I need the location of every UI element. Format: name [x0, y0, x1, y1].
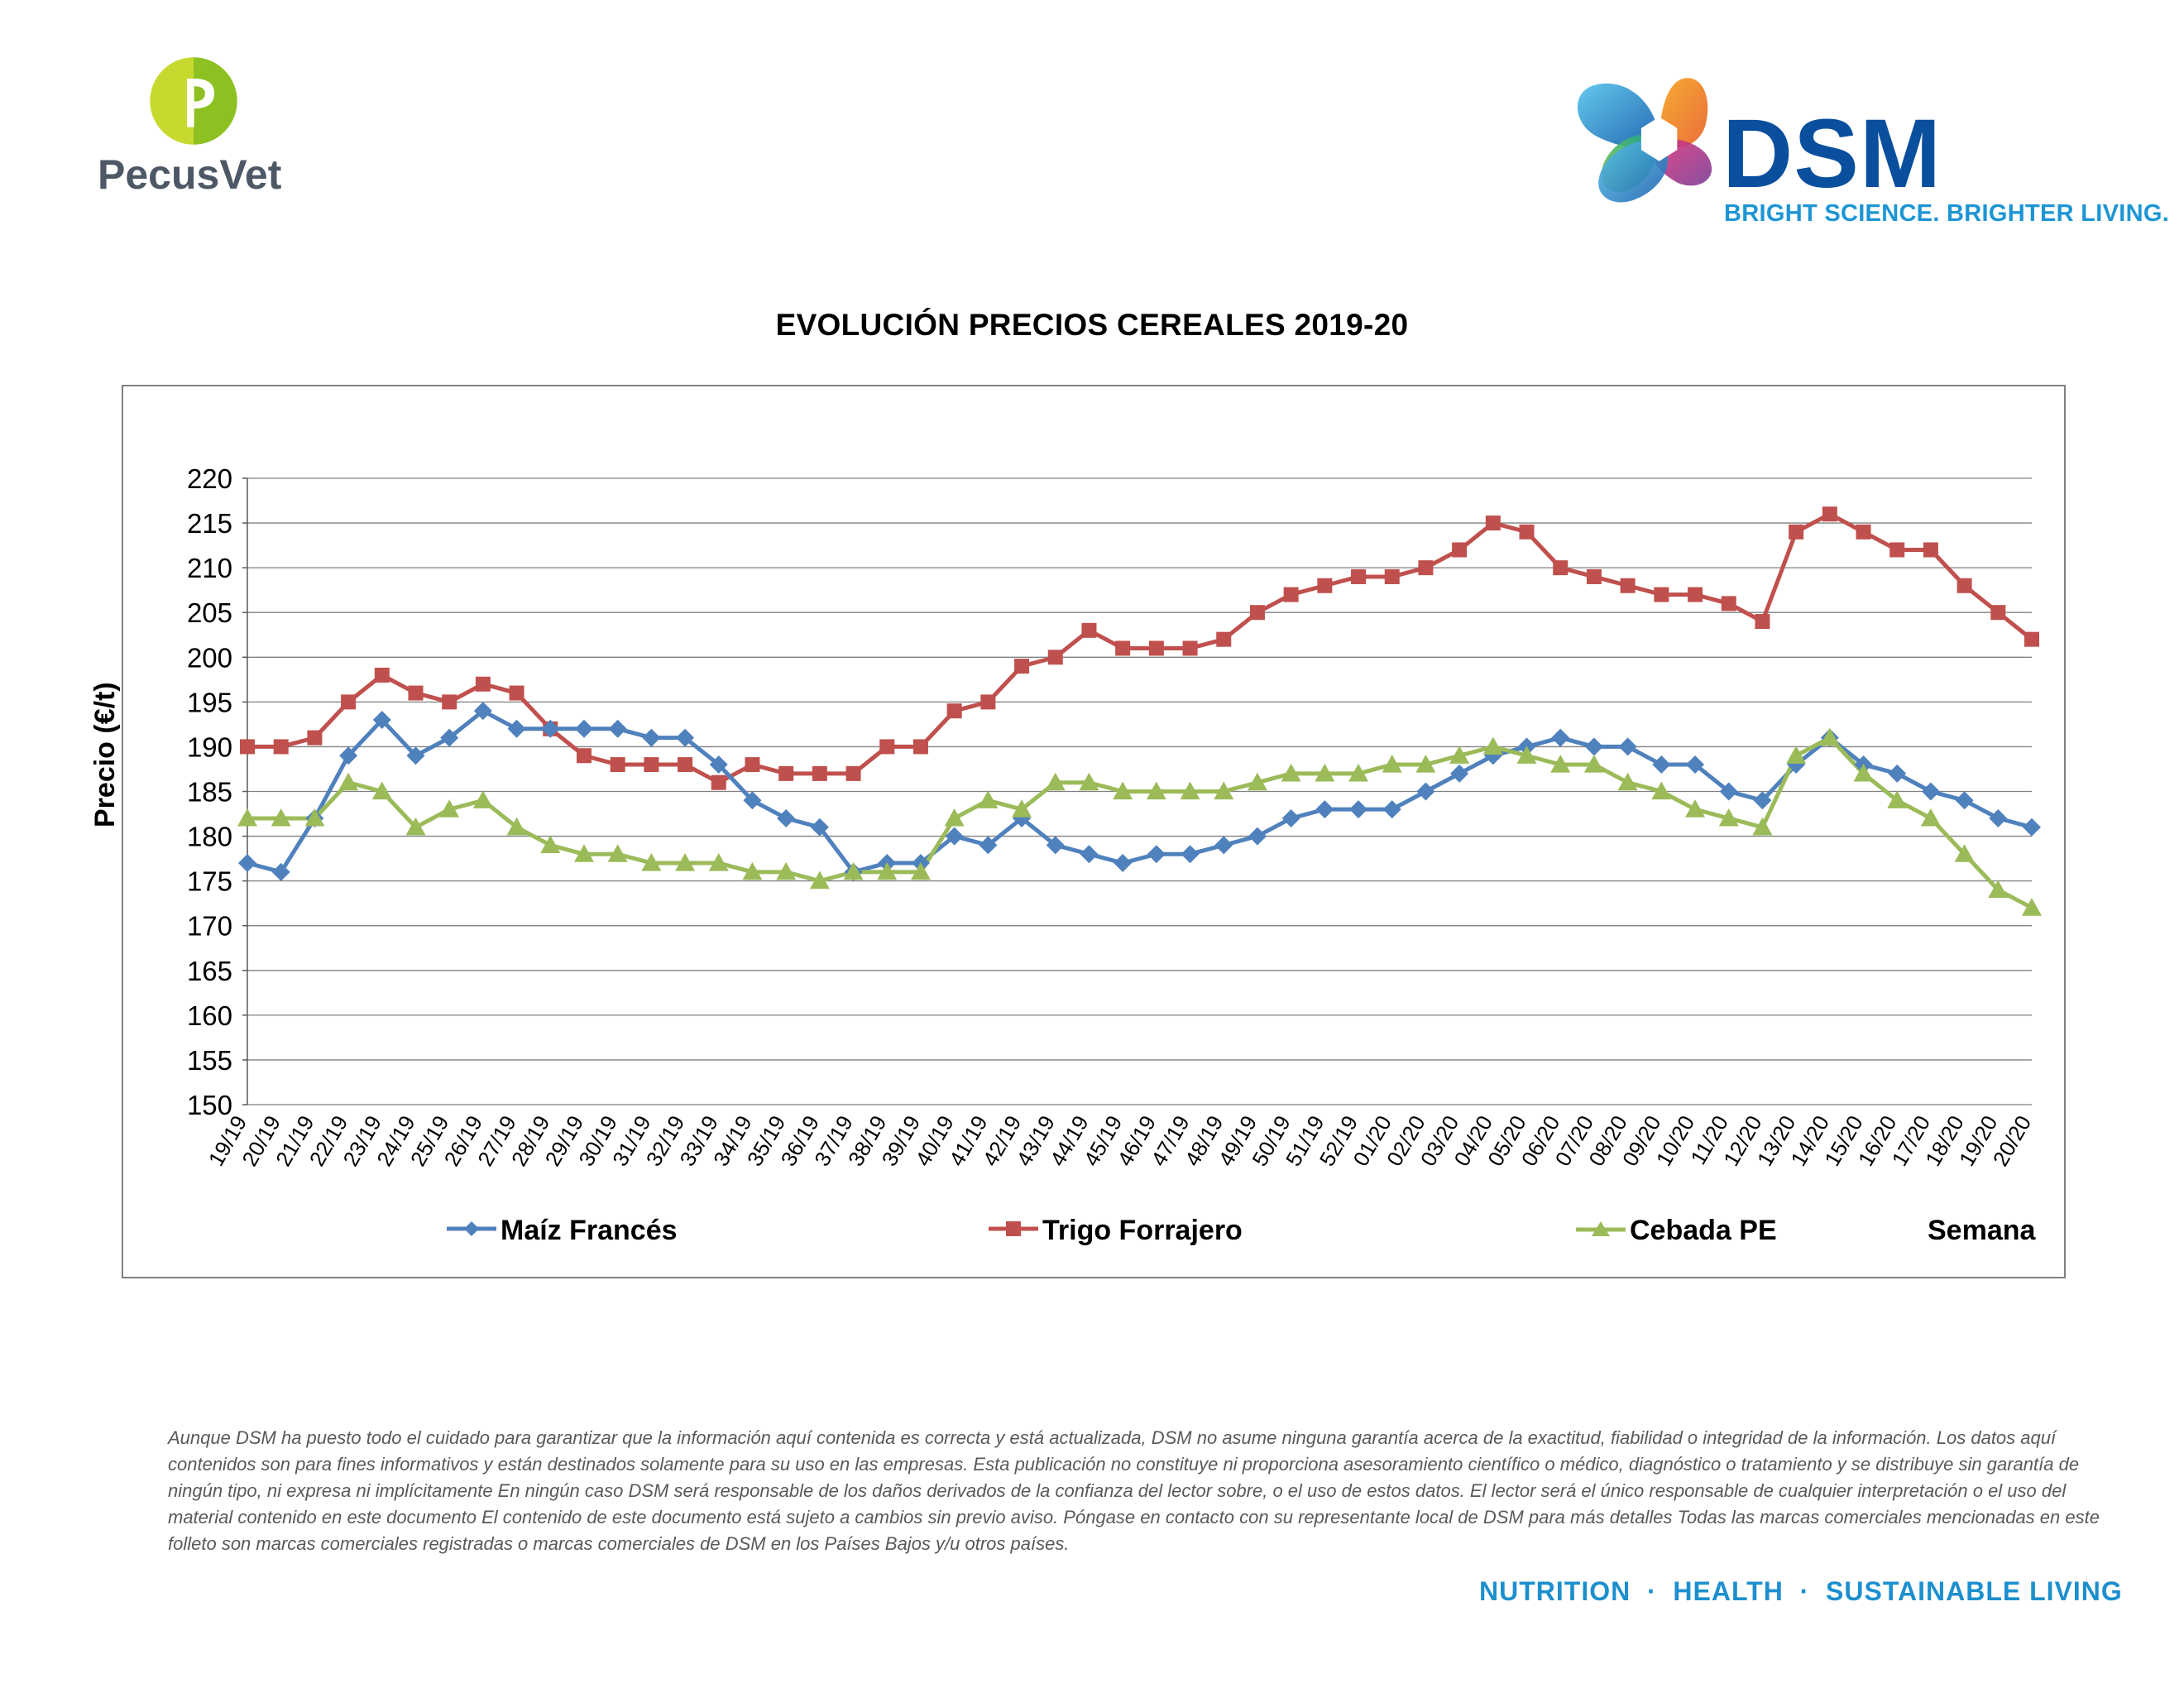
- svg-text:180: 180: [187, 822, 232, 852]
- svg-text:185: 185: [187, 777, 232, 808]
- svg-text:190: 190: [187, 731, 232, 762]
- svg-text:205: 205: [187, 597, 232, 628]
- svg-text:160: 160: [187, 1000, 232, 1031]
- svg-text:215: 215: [187, 508, 232, 539]
- svg-text:150: 150: [187, 1090, 232, 1120]
- svg-text:155: 155: [187, 1045, 232, 1076]
- svg-text:175: 175: [187, 866, 232, 897]
- svg-text:170: 170: [187, 911, 232, 942]
- svg-text:220: 220: [187, 463, 232, 494]
- svg-text:200: 200: [187, 642, 232, 673]
- svg-text:210: 210: [187, 553, 232, 583]
- svg-text:165: 165: [187, 956, 232, 986]
- svg-text:195: 195: [187, 687, 232, 717]
